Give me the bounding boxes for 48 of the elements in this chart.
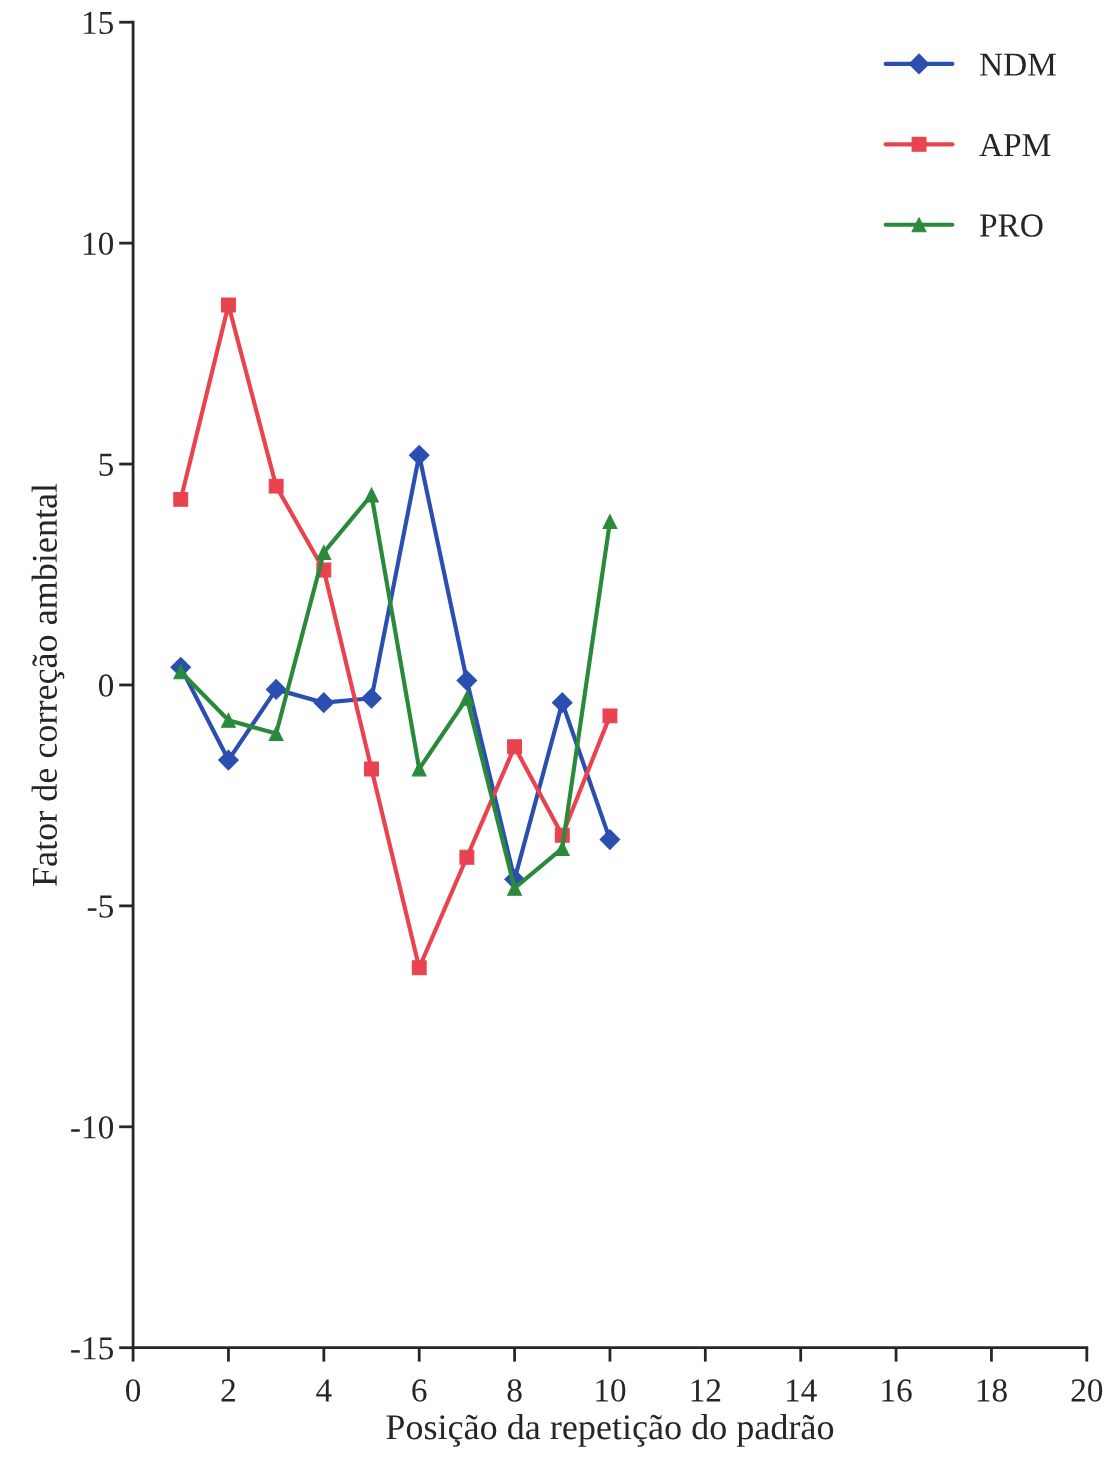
point	[218, 749, 239, 771]
point	[551, 692, 573, 713]
point	[602, 514, 618, 529]
point	[456, 670, 478, 691]
y-tick-label: -15	[71, 1337, 114, 1360]
x-tick-label: 0	[126, 1379, 141, 1402]
legend-label: NDM	[979, 53, 1056, 76]
x-tick-label: 4	[316, 1379, 332, 1402]
point	[554, 840, 570, 856]
x-tick-label: 10	[596, 1379, 626, 1402]
y-tick-label: 0	[98, 674, 114, 697]
point	[364, 487, 379, 503]
x-tick-label: 8	[507, 1379, 522, 1402]
x-tick-label: 12	[691, 1379, 721, 1402]
y-axis-title: Fator de correção ambiental	[31, 483, 65, 886]
y-tick-label: 15	[83, 11, 114, 35]
x-tick-label: 2	[221, 1379, 235, 1402]
point	[268, 726, 284, 742]
point	[408, 444, 430, 466]
point	[220, 712, 236, 728]
point	[599, 829, 621, 850]
point	[507, 739, 523, 755]
point	[265, 679, 287, 700]
x-tick-label: 16	[882, 1379, 912, 1402]
x-tick-label: 14	[786, 1379, 817, 1402]
point	[459, 690, 475, 706]
point	[173, 491, 189, 507]
point	[361, 687, 382, 709]
y-tick-label: 10	[83, 232, 114, 256]
legend-label: APM	[979, 133, 1051, 156]
x-tick-label: 20	[1071, 1379, 1103, 1402]
x-tick-label: 6	[412, 1379, 427, 1402]
point	[411, 761, 427, 777]
point	[316, 544, 332, 560]
point	[268, 478, 284, 494]
point	[411, 960, 427, 976]
legend-label: PRO	[979, 214, 1043, 237]
point	[507, 880, 523, 896]
y-tick-label: -10	[71, 1116, 114, 1139]
x-tick-label: 18	[977, 1379, 1007, 1402]
point	[313, 692, 335, 713]
point	[220, 297, 236, 313]
point	[364, 761, 379, 777]
point	[602, 708, 618, 724]
x-axis-title: Posição da repetição do padrão	[386, 1414, 834, 1447]
point	[459, 849, 475, 865]
y-tick-label: 5	[99, 453, 114, 476]
y-tick-label: -5	[87, 895, 114, 918]
